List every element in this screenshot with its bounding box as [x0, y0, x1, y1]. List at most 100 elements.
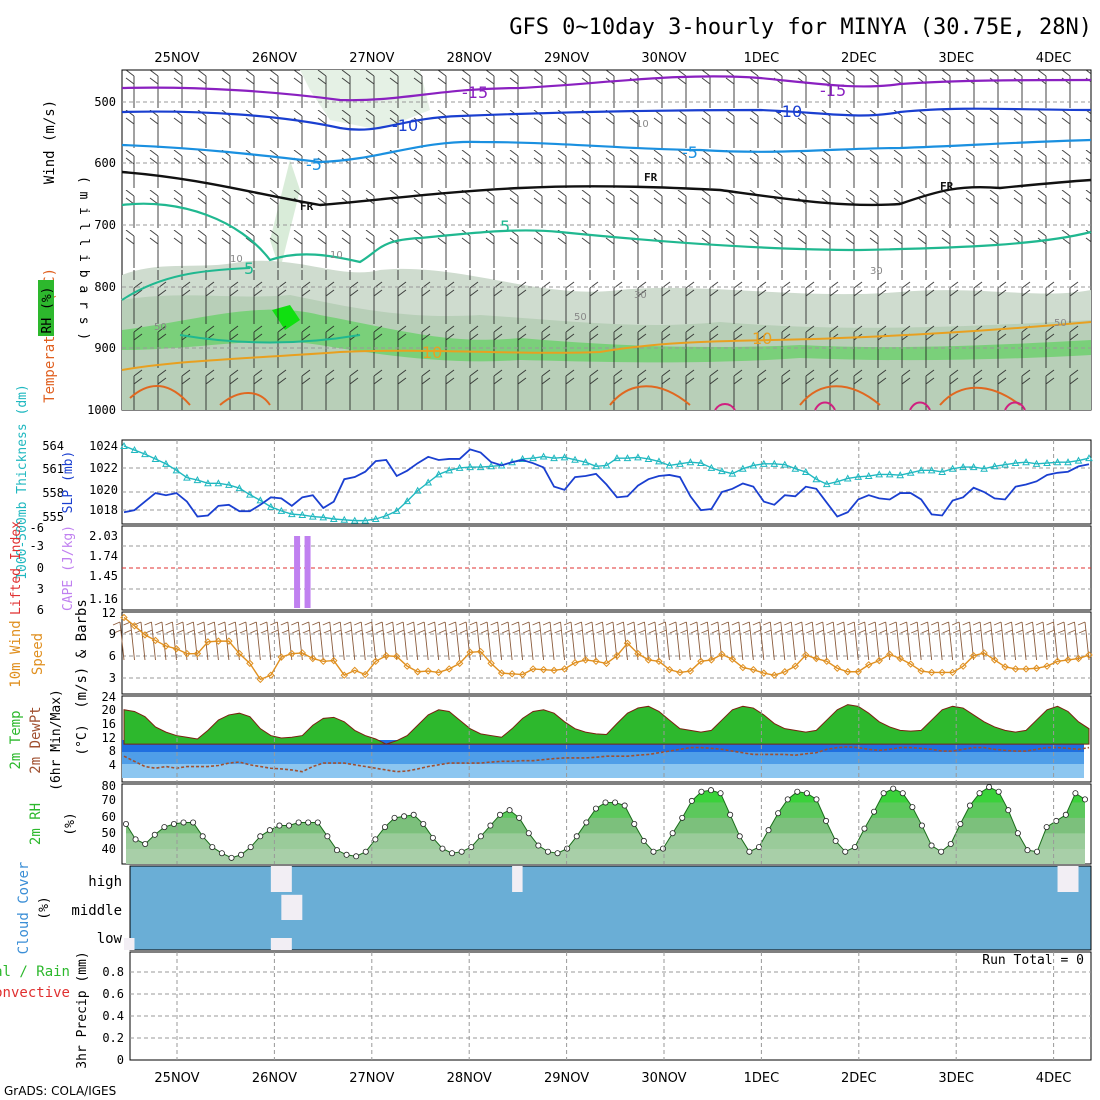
wind10-point	[854, 668, 862, 676]
thickness-point	[906, 468, 915, 476]
rh2m-point	[266, 827, 273, 834]
wind10-barb	[532, 621, 545, 661]
wind10-barb	[1014, 621, 1027, 661]
wind10-point	[613, 652, 621, 660]
cloud-block	[1057, 866, 1079, 892]
rh2m-point	[362, 848, 369, 855]
rh2m-point	[928, 842, 935, 849]
wind10-point	[623, 639, 632, 647]
thickness-point	[183, 473, 191, 481]
wind10-point	[980, 649, 988, 657]
y-tick-label: 40	[102, 842, 116, 856]
wind10-point	[351, 666, 359, 675]
ylabel-wind10-speed: Speed	[30, 633, 46, 675]
thickness-point	[801, 467, 810, 475]
date-label: 27NOV	[349, 1071, 394, 1086]
thickness-point	[1053, 458, 1062, 466]
contour-label: 30	[870, 266, 883, 277]
date-label: 26NOV	[252, 51, 297, 66]
y-tick-label: 3	[37, 582, 44, 596]
rh2m-point	[794, 788, 801, 795]
ylabel-celsius: (°C)	[75, 724, 90, 755]
wind10-point	[487, 659, 495, 668]
wind10-point	[655, 657, 663, 666]
date-label: 1DEC	[744, 51, 780, 66]
thickness-point	[560, 453, 569, 461]
wind10-point	[256, 675, 265, 684]
wind10-barb	[1035, 621, 1048, 661]
rh2m-point	[257, 833, 264, 840]
thickness-point	[361, 516, 370, 524]
thickness-point	[193, 476, 202, 484]
wind10-point	[1074, 654, 1083, 663]
dewpoint-line	[123, 746, 1090, 773]
wind10-barb	[259, 621, 272, 661]
wind10-barb	[1067, 621, 1079, 661]
wind10-barb	[1004, 621, 1017, 661]
wind10-barb	[868, 621, 880, 661]
rh2m-point	[381, 824, 388, 831]
wind10-barb	[794, 621, 807, 661]
wind10-barb	[668, 621, 681, 661]
thickness-point	[770, 459, 779, 467]
rh2m-point	[123, 821, 130, 828]
rh2m-point	[333, 847, 340, 854]
wind10-point	[728, 655, 737, 663]
rh2m-point	[238, 851, 245, 858]
rh2m-point	[151, 831, 158, 838]
wind10-barb	[721, 621, 733, 661]
wind10-point	[382, 652, 390, 660]
wind10-point	[445, 665, 453, 673]
wind10-point	[1032, 664, 1041, 672]
ylabel-rh: RH (%)	[40, 287, 55, 334]
y-tick-label: 0.8	[102, 965, 124, 979]
rh2m-point	[621, 802, 628, 809]
thickness-point	[371, 514, 380, 522]
wind10-point	[340, 671, 348, 679]
thickness-point	[739, 464, 747, 472]
y-tick-label: 16	[102, 717, 116, 731]
y-tick-label: 1022	[89, 461, 118, 475]
wind10-barb	[752, 621, 765, 661]
bottom-date-axis: 25NOV 26NOV 27NOV 28NOV 29NOV 30NOV 1DEC 2DEC 3D…	[154, 1071, 1071, 1086]
thickness-point	[340, 515, 349, 523]
thickness-point	[235, 484, 244, 492]
wind10-point	[288, 649, 296, 658]
wind10-point	[844, 668, 852, 676]
wind10-barb	[595, 621, 607, 661]
rh2m-point	[247, 844, 254, 851]
cape-bar	[294, 536, 301, 608]
wind10-barb	[1056, 621, 1069, 661]
thickness-point	[854, 472, 863, 480]
y-tick-label: 558	[42, 486, 64, 500]
rh2m-point	[525, 830, 532, 837]
rh2m-point	[324, 833, 331, 840]
wind10-point	[1085, 651, 1093, 659]
wind10-point	[319, 657, 328, 666]
wind10-barb	[742, 621, 754, 661]
wind10-barb	[909, 621, 922, 661]
wind10-point	[760, 669, 768, 677]
thickness-point	[1001, 460, 1009, 468]
wind10-barb	[815, 621, 828, 661]
rh2m-point	[190, 819, 197, 826]
rh2m-point	[1082, 796, 1089, 803]
wind10-point	[791, 662, 800, 670]
wind10-barb	[553, 621, 565, 661]
thickness-point	[487, 462, 495, 470]
wind10-barb	[616, 621, 628, 661]
thickness-point	[246, 490, 254, 498]
contour-minus10	[121, 107, 1092, 131]
thickness-point	[287, 510, 296, 518]
wind10-point	[865, 661, 873, 669]
thickness-point	[329, 514, 338, 522]
thickness-point	[749, 461, 758, 469]
wind10-point	[697, 657, 705, 666]
date-label: 3DEC	[938, 51, 974, 66]
rh2m-point	[218, 850, 225, 857]
wind10-point	[812, 654, 820, 663]
contour-minus15	[121, 75, 1092, 102]
contour-label: 5	[500, 217, 510, 236]
wind10-barb	[406, 621, 419, 661]
